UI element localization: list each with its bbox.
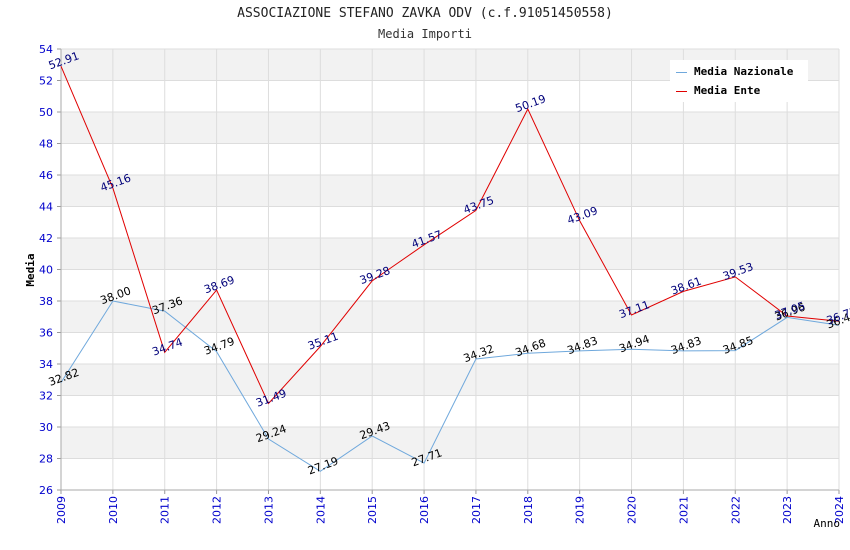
x-tick-label: 2019	[574, 496, 587, 524]
x-tick-label: 2010	[107, 496, 120, 524]
y-tick-label: 34	[39, 358, 53, 371]
x-tick-label: 2017	[470, 496, 483, 524]
background-band	[61, 301, 839, 333]
x-tick-label: 2020	[626, 496, 639, 524]
x-tick-label: 2021	[677, 496, 690, 524]
legend-item-ente: Media Ente	[676, 84, 760, 98]
x-tick-label: 2011	[159, 496, 172, 524]
y-tick-label: 38	[39, 295, 53, 308]
y-tick-label: 32	[39, 390, 53, 403]
legend-label-nazionale: Media Nazionale	[694, 65, 794, 78]
legend: Media Nazionale Media Ente	[670, 60, 808, 102]
y-tick-label: 28	[39, 453, 53, 466]
x-tick-label: 2012	[211, 496, 224, 524]
x-tick-label: 2024	[833, 496, 846, 524]
y-tick-label: 54	[39, 43, 53, 56]
legend-label-ente: Media Ente	[694, 84, 761, 97]
y-tick-label: 48	[39, 138, 53, 151]
y-tick-label: 40	[39, 264, 53, 277]
series-line-ente	[60, 66, 840, 405]
x-tick-label: 2015	[366, 496, 379, 524]
series-line-nazionale	[60, 300, 840, 472]
series-lines	[60, 66, 840, 472]
y-tick-labels: 26 28 30 32 34 36 38 40 42 44 46 48 50 52 54	[39, 43, 53, 497]
y-axis-label: Media	[24, 253, 37, 286]
background-band	[61, 206, 839, 238]
y-tick-label: 42	[39, 232, 53, 245]
axes	[57, 48, 840, 494]
chart-title: ASSOCIAZIONE STEFANO ZAVKA ODV (c.f.9105…	[237, 6, 613, 21]
y-tick-label: 46	[39, 169, 53, 182]
y-tick-label: 44	[39, 201, 53, 214]
background-band	[61, 143, 839, 175]
x-axis-label: Anno	[814, 517, 841, 530]
x-tick-label: 2018	[522, 496, 535, 524]
x-tick-label: 2014	[314, 496, 327, 524]
y-tick-label: 26	[39, 484, 53, 497]
x-tick-label: 2013	[262, 496, 275, 524]
legend-swatch-nazionale	[676, 71, 687, 73]
background-band	[61, 238, 839, 270]
x-tick-labels: 2009 2010 2011 2012 2013 2014 2015 2016 2017 2018…	[55, 496, 846, 524]
background-band	[61, 112, 839, 144]
y-tick-label: 36	[39, 327, 53, 340]
x-tick-label: 2022	[729, 496, 742, 524]
background-band	[61, 269, 839, 301]
background-bands	[61, 49, 839, 490]
y-tick-label: 50	[39, 106, 53, 119]
chart-subtitle: Media Importi	[378, 27, 472, 41]
x-tick-label: 2023	[781, 496, 794, 524]
background-band	[61, 427, 839, 459]
x-tick-label: 2016	[418, 496, 431, 524]
x-tick-label: 2009	[55, 496, 68, 524]
background-band	[61, 332, 839, 364]
y-tick-label: 30	[39, 421, 53, 434]
background-band	[61, 458, 839, 490]
legend-swatch-ente	[676, 90, 687, 92]
background-band	[61, 175, 839, 207]
y-tick-label: 52	[39, 75, 53, 88]
background-band	[61, 364, 839, 396]
legend-item-nazionale: Media Nazionale	[676, 65, 793, 79]
